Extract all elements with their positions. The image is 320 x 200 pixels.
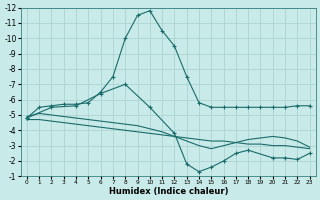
X-axis label: Humidex (Indice chaleur): Humidex (Indice chaleur)	[108, 187, 228, 196]
